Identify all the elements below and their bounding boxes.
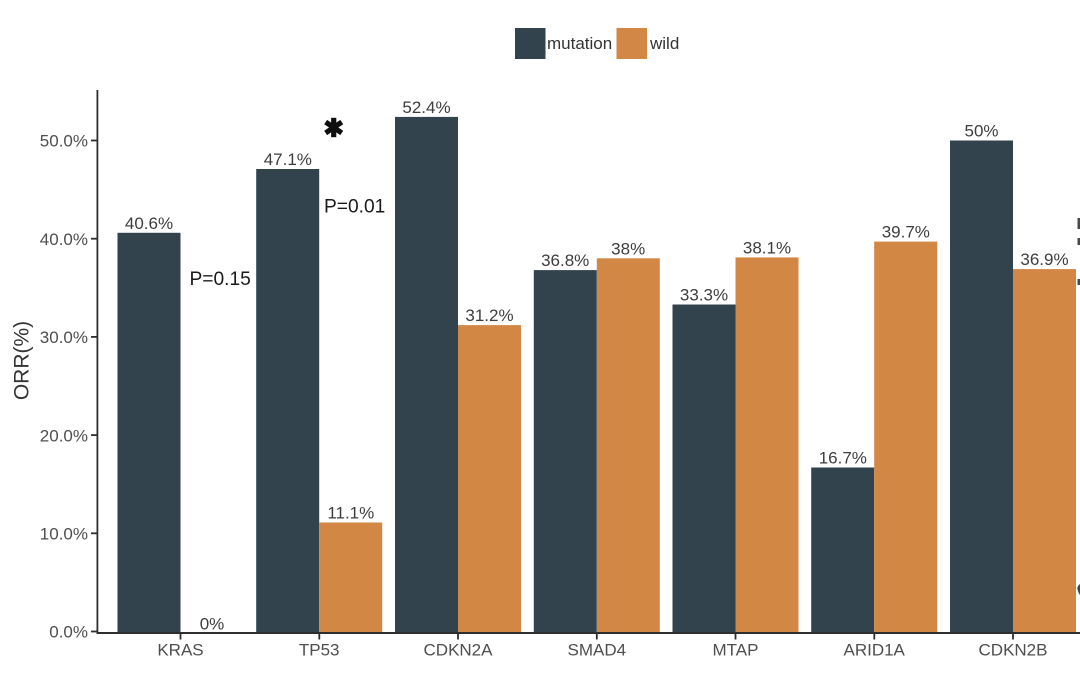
svg-text:mutation: mutation — [547, 34, 612, 53]
svg-text:0%: 0% — [200, 615, 225, 634]
svg-text:33.3%: 33.3% — [680, 286, 728, 305]
svg-text:47.1%: 47.1% — [264, 150, 312, 169]
svg-text:10.0%: 10.0% — [40, 525, 88, 544]
svg-text:0.0%: 0.0% — [49, 623, 88, 642]
svg-text:31.2%: 31.2% — [465, 306, 513, 325]
svg-text:20.0%: 20.0% — [40, 426, 88, 445]
svg-text:CDKN2B: CDKN2B — [979, 641, 1048, 660]
svg-text:38%: 38% — [611, 239, 645, 258]
svg-text:ORR(%): ORR(%) — [11, 321, 34, 400]
svg-text:36.8%: 36.8% — [541, 251, 589, 270]
svg-text:P=0.01: P=0.01 — [324, 197, 385, 218]
svg-text:50.0%: 50.0% — [40, 132, 88, 151]
svg-text:TP53: TP53 — [299, 641, 340, 660]
svg-text:50%: 50% — [964, 122, 998, 141]
svg-text:11.1%: 11.1% — [327, 504, 374, 523]
svg-text:SMAD4: SMAD4 — [568, 641, 627, 660]
svg-text:39.7%: 39.7% — [882, 223, 930, 242]
svg-text:38.1%: 38.1% — [743, 238, 791, 257]
svg-text:16.7%: 16.7% — [819, 449, 867, 468]
svg-text:52.4%: 52.4% — [402, 98, 450, 117]
svg-text:MTAP: MTAP — [713, 641, 759, 660]
svg-text:CDKN2A: CDKN2A — [424, 641, 494, 660]
svg-text:KRAS: KRAS — [157, 641, 203, 660]
svg-text:40.6%: 40.6% — [125, 214, 173, 233]
svg-text:P=0.15: P=0.15 — [190, 269, 251, 290]
svg-text:ARID1A: ARID1A — [843, 641, 905, 660]
svg-text:wild: wild — [649, 34, 679, 53]
svg-text:30.0%: 30.0% — [40, 328, 88, 347]
svg-text:40.0%: 40.0% — [40, 230, 88, 249]
svg-text:36.9%: 36.9% — [1020, 250, 1068, 269]
